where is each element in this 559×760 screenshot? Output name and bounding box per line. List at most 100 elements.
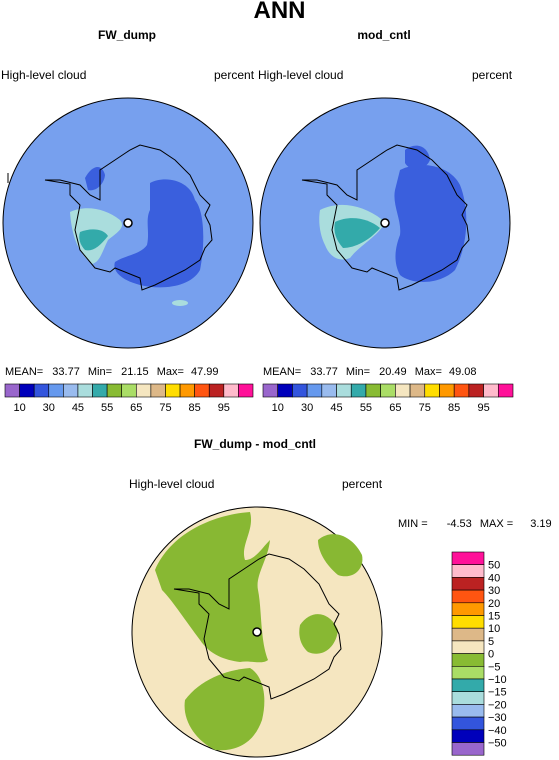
diff-colorbar-swatch (451, 716, 485, 731)
left-max-label: Max= (156, 366, 184, 378)
left-max-value: 47.99 (190, 366, 219, 378)
left-colorbar-tick-label: 10 (13, 402, 25, 414)
right-colorbar-tick-label: 30 (301, 402, 313, 414)
diff-colorbar-swatch (451, 742, 485, 756)
left-units-label: percent (214, 68, 255, 82)
diff-colorbar-tick-label: 10 (488, 623, 500, 635)
diff-colorbar-swatch (451, 678, 485, 692)
diff-colorbar-tick-label: 40 (488, 572, 500, 584)
right-max-label: Max= (414, 366, 442, 378)
right-colorbar-tick-label: 95 (477, 402, 489, 414)
left-map-light-speck (172, 300, 188, 306)
diff-colorbar-tick-label: 15 (488, 611, 500, 623)
diff-colorbar-tick-label: −10 (488, 674, 507, 686)
diff-map-green-region-main (155, 512, 270, 663)
diff-colorbar-swatch (451, 602, 485, 616)
diff-colorbar-tick-label: −40 (488, 725, 507, 737)
left-colorbar-tick-label: 65 (130, 402, 142, 414)
right-map-dark-region (394, 165, 467, 282)
right-min-label: Min= (345, 366, 371, 378)
diff-colorbar-tick-label: 5 (488, 636, 494, 648)
diff-colorbar-swatch (451, 615, 485, 629)
diff-min-label: MIN = (398, 518, 428, 530)
left-colorbar-tick-label: 55 (101, 402, 113, 414)
diff-map-green-region-bottom (184, 668, 265, 751)
diff-colorbar-tick-label: 0 (488, 649, 494, 661)
right-colorbar-tick-label: 55 (360, 402, 372, 414)
left-variable-label: High-level cloud (1, 68, 87, 82)
left-mean-value: 33.77 (52, 366, 80, 378)
diff-colorbar-swatch (451, 589, 485, 604)
diff-map-green-region-ne (318, 534, 363, 577)
right-colorbar-tick-label: 65 (389, 402, 401, 414)
diff-colorbar-tick-label: 50 (488, 560, 500, 572)
diff-colorbar-tick-label: 20 (488, 598, 500, 610)
right-variable-label: High-level cloud (258, 68, 344, 82)
diff-variable-label: High-level cloud (129, 477, 215, 491)
diff-colorbar-swatch (451, 704, 485, 718)
diff-max-value: 3.19 (530, 518, 552, 530)
left-map-teal-region (79, 229, 108, 251)
right-mean-label: MEAN= (263, 366, 302, 378)
left-panel-title: FW_dump (98, 28, 156, 42)
left-map-coastline (44, 144, 213, 291)
left-stats: MEAN= 33.77 Min= 21.15 Max= 47.99 (5, 366, 219, 378)
diff-colorbar-tick-label: −30 (488, 712, 507, 724)
right-units-label: percent (472, 68, 513, 82)
page-title: ANN (253, 0, 306, 24)
right-colorbar-tick-label: 10 (272, 402, 284, 414)
left-map-dark-region (114, 179, 204, 288)
left-colorbar-tick-label: 95 (218, 402, 230, 414)
right-max-value: 49.08 (448, 366, 477, 378)
left-colorbar-tick-label: 75 (159, 402, 171, 414)
diff-max-label: MAX = (479, 518, 514, 530)
right-panel-title: mod_cntl (357, 28, 411, 42)
diff-colorbar-swatch (451, 653, 485, 667)
diff-colorbar-swatch (451, 564, 485, 578)
right-colorbar-tick-label: 75 (419, 402, 431, 414)
diff-colorbar-swatch (451, 551, 485, 565)
left-colorbar-swatch (238, 383, 254, 398)
diff-map-pole-marker (252, 627, 262, 637)
right-colorbar-swatch (497, 383, 514, 398)
diff-min-value: -4.53 (446, 518, 472, 530)
left-colorbar-tick-label: 85 (189, 402, 201, 414)
right-colorbar-tick-label: 85 (448, 402, 460, 414)
diff-colorbar-tick-label: −20 (488, 699, 507, 711)
left-mean-label: MEAN= (5, 366, 44, 378)
left-map-pole-marker (123, 218, 133, 228)
diff-colorbar-swatch (451, 691, 485, 705)
diff-map-coastline (173, 553, 342, 700)
left-min-value: 21.15 (121, 366, 149, 378)
diff-colorbar-tick-label: −15 (488, 687, 507, 699)
diff-panel-title: FW_dump - mod_cntl (194, 437, 316, 451)
left-colorbar-tick-label: 30 (43, 402, 55, 414)
diff-colorbar-tick-label: −50 (488, 738, 507, 750)
left-min-label: Min= (87, 366, 113, 378)
diff-stats: MIN = -4.53 MAX = 3.19 (398, 518, 552, 530)
diff-colorbar-tick-label: 30 (488, 585, 500, 597)
right-stats: MEAN= 33.77 Min= 20.49 Max= 49.08 (263, 366, 477, 378)
right-map-coastline (301, 144, 470, 291)
diff-colorbar-swatch (451, 665, 485, 680)
diff-colorbar-swatch (451, 577, 485, 591)
right-colorbar-tick-label: 45 (330, 402, 342, 414)
diff-colorbar-swatch (451, 627, 485, 642)
right-map-pole-marker (380, 218, 390, 228)
diff-colorbar-tick-label: −5 (488, 661, 501, 673)
diff-map-green-region-right (299, 614, 338, 654)
right-map-dark-region-top (405, 145, 430, 170)
left-colorbar-tick-label: 45 (72, 402, 84, 414)
right-map-teal-region (334, 218, 380, 248)
right-min-value: 20.49 (379, 366, 407, 378)
diff-colorbar-swatch (451, 640, 485, 654)
diff-colorbar-swatch (451, 729, 485, 743)
right-mean-value: 33.77 (310, 366, 338, 378)
diff-units-label: percent (342, 477, 383, 491)
